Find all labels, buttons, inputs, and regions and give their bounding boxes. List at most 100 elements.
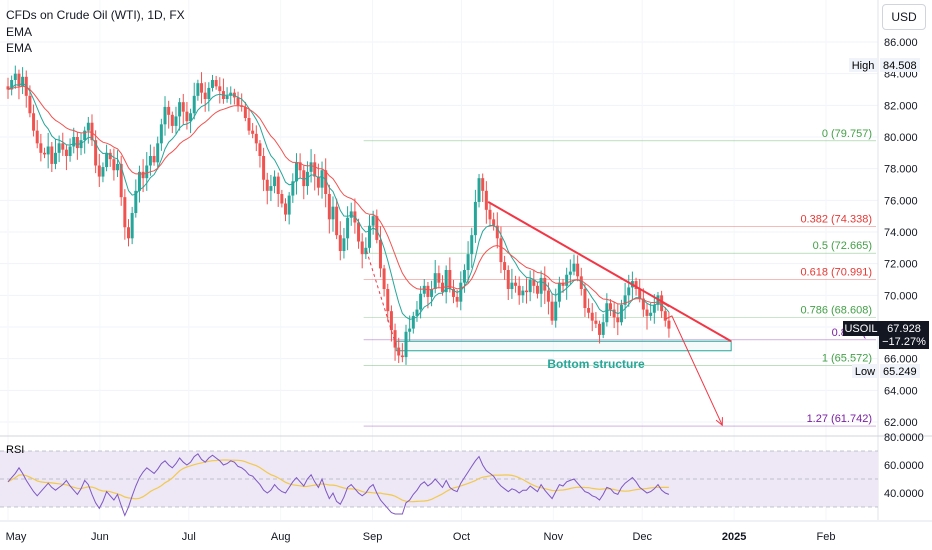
candle-body [57,143,61,153]
candle-body [441,282,445,293]
candle-body [39,143,43,153]
candle-body [112,159,116,171]
candle-body [579,276,583,289]
dashed-projection [366,250,397,347]
candle-body [608,303,612,310]
candle-body [163,106,167,125]
bottom-structure-box[interactable] [395,340,732,352]
candle-body [488,209,492,220]
candle-body [568,271,572,275]
candle-body [243,106,247,118]
projection-arrow[interactable] [366,250,723,427]
candle-body [375,216,379,240]
candle-body [404,331,408,358]
candle-body [426,285,430,297]
candle-body [364,247,368,255]
currency-button[interactable]: USD [882,4,926,30]
candle-body [273,176,277,187]
time-axis[interactable]: May Jun Jul Aug Sep Oct Nov Dec 2025 Feb [0,520,932,543]
fib-level-label: 0.5 (72.665) [813,240,872,252]
candle-body [338,235,342,251]
candle-body [521,290,525,296]
candle-body [200,83,204,93]
candle-body [437,273,441,283]
descending-trendline[interactable] [487,201,732,343]
candle-body [346,217,350,239]
candle-body [663,311,667,321]
candle-body [627,287,631,296]
candle-body [68,146,72,156]
candle-body [371,216,375,226]
candle-body [331,206,335,220]
time-tick-label: Sep [363,531,383,543]
symbol-tag [843,321,879,336]
rsi-pane[interactable]: RSI 80.0000 60.0000 40.0000 [0,432,932,517]
candle-body [327,194,331,220]
candle-body [83,130,87,141]
candle-body [123,197,127,228]
time-tick-label: Nov [544,531,564,543]
candle-body [265,179,269,191]
candle-body [145,165,149,179]
candle-body [623,295,627,305]
candle-body [225,95,229,99]
candle-body [291,181,295,196]
price-tick-label: 64.000 [884,385,918,397]
candle-body [254,133,258,144]
candle-body [477,178,481,202]
ema-legend-1[interactable]: EMA [6,25,33,39]
price-tick-label: 76.000 [884,195,918,207]
fib-level-label: 0 (79.757) [822,128,872,140]
low-label: Low [855,366,875,378]
candle-body [167,106,171,115]
candle-body [451,289,455,297]
candle-body [360,241,364,255]
price-axis[interactable]: 86.00084.00082.00080.00078.00076.00074.0… [843,0,929,520]
candle-body [459,282,463,302]
rsi-line [7,453,670,517]
candle-body [389,311,393,331]
price-tick-label: 70.000 [884,290,918,302]
candle-body [616,317,620,323]
candle-body [10,80,14,90]
candle-body [207,87,211,99]
candle-body [619,304,623,323]
candle-body [17,73,21,87]
candle-body [247,118,251,131]
candle-body [667,320,671,329]
candle-body [105,152,109,168]
candle-body [652,304,656,313]
candle-body [492,219,496,226]
candle-body [554,301,558,321]
rsi-tick-label: 80.0000 [884,432,924,444]
candle-body [50,146,54,164]
time-tick-label: Feb [817,531,836,543]
fib-level-label: 0.382 (74.338) [800,214,872,226]
fib-level-label: 1.27 (61.742) [807,413,872,425]
candle-body [302,170,306,187]
candle-body [382,268,386,289]
last-price-tag [879,321,929,349]
candle-body [634,281,638,289]
price-tick-label: 80.000 [884,132,918,144]
candle-body [86,122,90,131]
candle-body [101,167,105,177]
candle-body [324,170,328,194]
price-tick-label: 62.000 [884,417,918,429]
candle-body [400,355,404,358]
candle-body [79,140,83,149]
candle-body [72,137,76,147]
candle-body [572,263,576,272]
candle-body [313,162,317,177]
candle-body [594,320,598,324]
high-label: High [852,60,875,72]
ema-legend-2[interactable]: EMA [6,41,33,55]
candle-body [236,97,240,106]
candle-body [528,279,532,293]
candle-body [532,279,536,286]
candle-body [525,290,529,293]
last-change: −17.27% [882,336,926,348]
candle-body [448,270,452,289]
candle-body [481,178,485,191]
